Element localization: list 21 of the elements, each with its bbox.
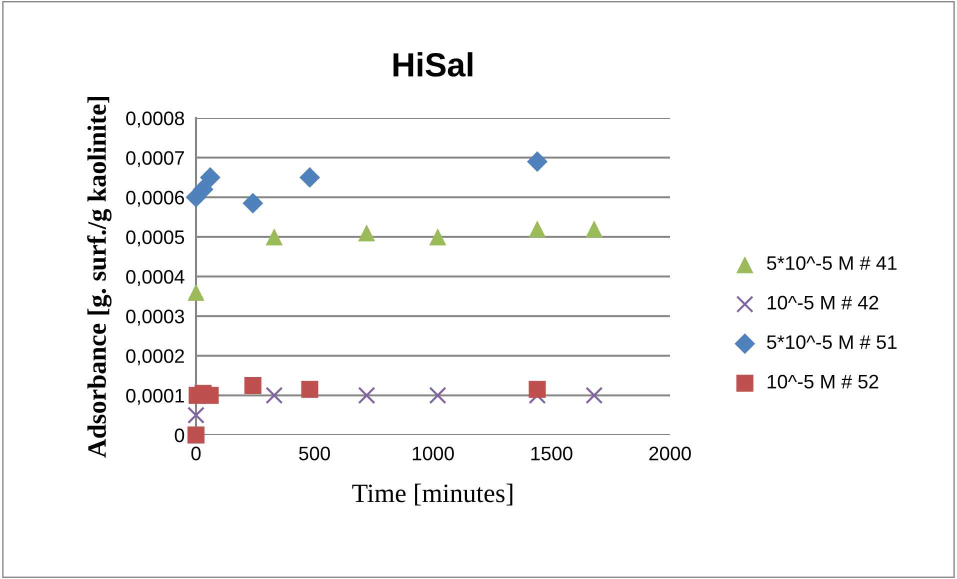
x-tick-label: 1000 [412,446,454,460]
y-tick-label: 0 [174,428,184,442]
legend-label: 5*10^-5 M # 41 [767,256,897,270]
legend-label: 10^-5 M # 42 [768,296,878,310]
y-tick-label: 0,0001 [126,388,184,405]
y-tick-label: 0,0006 [126,190,184,207]
y-tick-label: 0,0002 [126,349,184,366]
y-tick-label: 0,0008 [126,111,184,128]
y-tick-label: 0,0004 [126,270,184,286]
x-tick-label: 500 [299,446,330,460]
x-axis-title: Time [minutes] [352,484,512,506]
y-tick-label: 0,0005 [126,230,184,246]
chart-title: HiSal [394,52,472,77]
y-tick-label: 0,0007 [126,151,184,168]
legend-label: 5*10^-5 M # 51 [767,335,897,350]
y-axis-title: Adsorbance [g. surf./g kaolinite] [87,97,112,458]
x-tick-label: 2000 [649,446,691,460]
x-tick-label: 0 [191,446,201,460]
x-tick-label: 1500 [531,446,572,460]
y-tick-label: 0,0003 [126,310,184,326]
legend-label: 10^-5 M # 52 [768,374,878,389]
